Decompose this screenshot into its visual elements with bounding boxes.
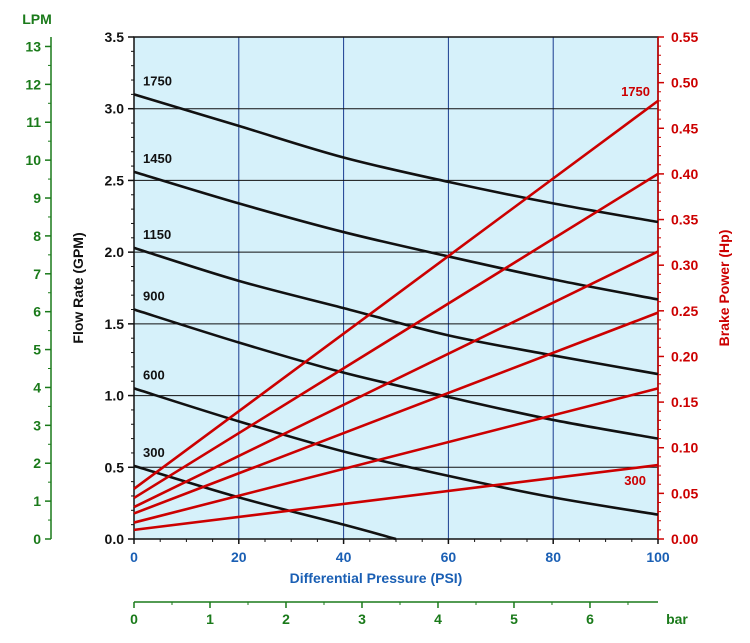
gpm-tick-label: 0.0 [105, 531, 125, 547]
psi-tick-label: 80 [545, 549, 561, 565]
psi-tick-label: 40 [336, 549, 352, 565]
power-line-4 [133, 311, 659, 515]
lpm-tick-label: 13 [25, 38, 41, 54]
hp-tick-label: 0.40 [671, 166, 698, 182]
psi-tick-label: 20 [231, 549, 247, 565]
gpm-tick-label: 3.0 [105, 101, 125, 117]
flow-curve-1750 [133, 93, 659, 224]
hp-tick-label: 0.25 [671, 303, 698, 319]
hp-tick-label: 0.50 [671, 75, 698, 91]
flow-curve-label: 600 [143, 367, 165, 382]
flow-curve-1150 [133, 246, 659, 376]
x-axis-title: Differential Pressure (PSI) [290, 570, 463, 586]
lpm-tick-label: 6 [33, 304, 41, 320]
power-line-1 [133, 99, 659, 490]
lpm-tick-label: 1 [33, 493, 41, 509]
bar-tick-label: 4 [434, 611, 442, 627]
bar-tick-label: 5 [510, 611, 518, 627]
gpm-tick-label: 1.5 [105, 316, 125, 332]
lpm-tick-label: 9 [33, 190, 41, 206]
lpm-tick-label: 10 [25, 152, 41, 168]
power-line-label-top: 1750 [621, 84, 650, 99]
gpm-tick-label: 0.5 [105, 459, 125, 475]
hp-tick-label: 0.35 [671, 212, 698, 228]
bar-tick-label: 1 [206, 611, 214, 627]
lpm-axis-title: LPM [22, 11, 52, 27]
hp-tick-label: 0.45 [671, 120, 698, 136]
bar-tick-label: 6 [586, 611, 594, 627]
flow-curve-300 [133, 464, 397, 541]
lpm-tick-label: 7 [33, 266, 41, 282]
flow-curve-900 [133, 308, 659, 440]
y-axis-right-title: Brake Power (Hp) [716, 230, 732, 347]
lpm-tick-label: 3 [33, 417, 41, 433]
bar-tick-label: 3 [358, 611, 366, 627]
lpm-tick-label: 12 [25, 76, 41, 92]
flow-curve-label: 1750 [143, 73, 172, 88]
hp-tick-label: 0.20 [671, 348, 698, 364]
power-line-2 [133, 172, 659, 500]
gpm-tick-label: 2.0 [105, 244, 125, 260]
power-line-6 [133, 463, 659, 532]
psi-tick-label: 0 [130, 549, 138, 565]
hp-tick-label: 0.55 [671, 29, 698, 45]
psi-tick-label: 60 [441, 549, 457, 565]
hp-tick-label: 0.05 [671, 485, 698, 501]
bar-tick-label: 2 [282, 611, 290, 627]
lpm-tick-label: 11 [26, 114, 41, 130]
power-line-label-bottom: 300 [624, 473, 646, 488]
flow-curve-label: 300 [143, 445, 165, 460]
hp-tick-label: 0.10 [671, 440, 698, 456]
lpm-tick-label: 2 [33, 455, 41, 471]
y-axis-left-title: Flow Rate (GPM) [70, 232, 86, 343]
gpm-tick-label: 1.0 [105, 388, 125, 404]
lpm-tick-label: 8 [33, 228, 41, 244]
flow-curve-600 [133, 387, 659, 516]
gpm-tick-label: 3.5 [105, 29, 125, 45]
lpm-tick-label: 4 [33, 379, 41, 395]
flow-curve-label: 1150 [143, 227, 171, 242]
gpm-tick-label: 2.5 [105, 172, 125, 188]
hp-tick-label: 0.00 [671, 531, 698, 547]
power-line-3 [133, 250, 659, 509]
hp-tick-label: 0.15 [671, 394, 698, 410]
power-line-5 [133, 387, 659, 524]
psi-tick-label: 100 [646, 549, 670, 565]
flow-curve-label: 900 [143, 289, 165, 304]
bar-tick-label: 0 [130, 611, 138, 627]
bar-axis-title: bar [666, 611, 688, 627]
lpm-tick-label: 5 [33, 342, 41, 358]
lpm-tick-label: 0 [33, 531, 41, 547]
flow-curve-label: 1450 [143, 151, 172, 166]
hp-tick-label: 0.30 [671, 257, 698, 273]
flow-curve-1450 [133, 170, 659, 301]
